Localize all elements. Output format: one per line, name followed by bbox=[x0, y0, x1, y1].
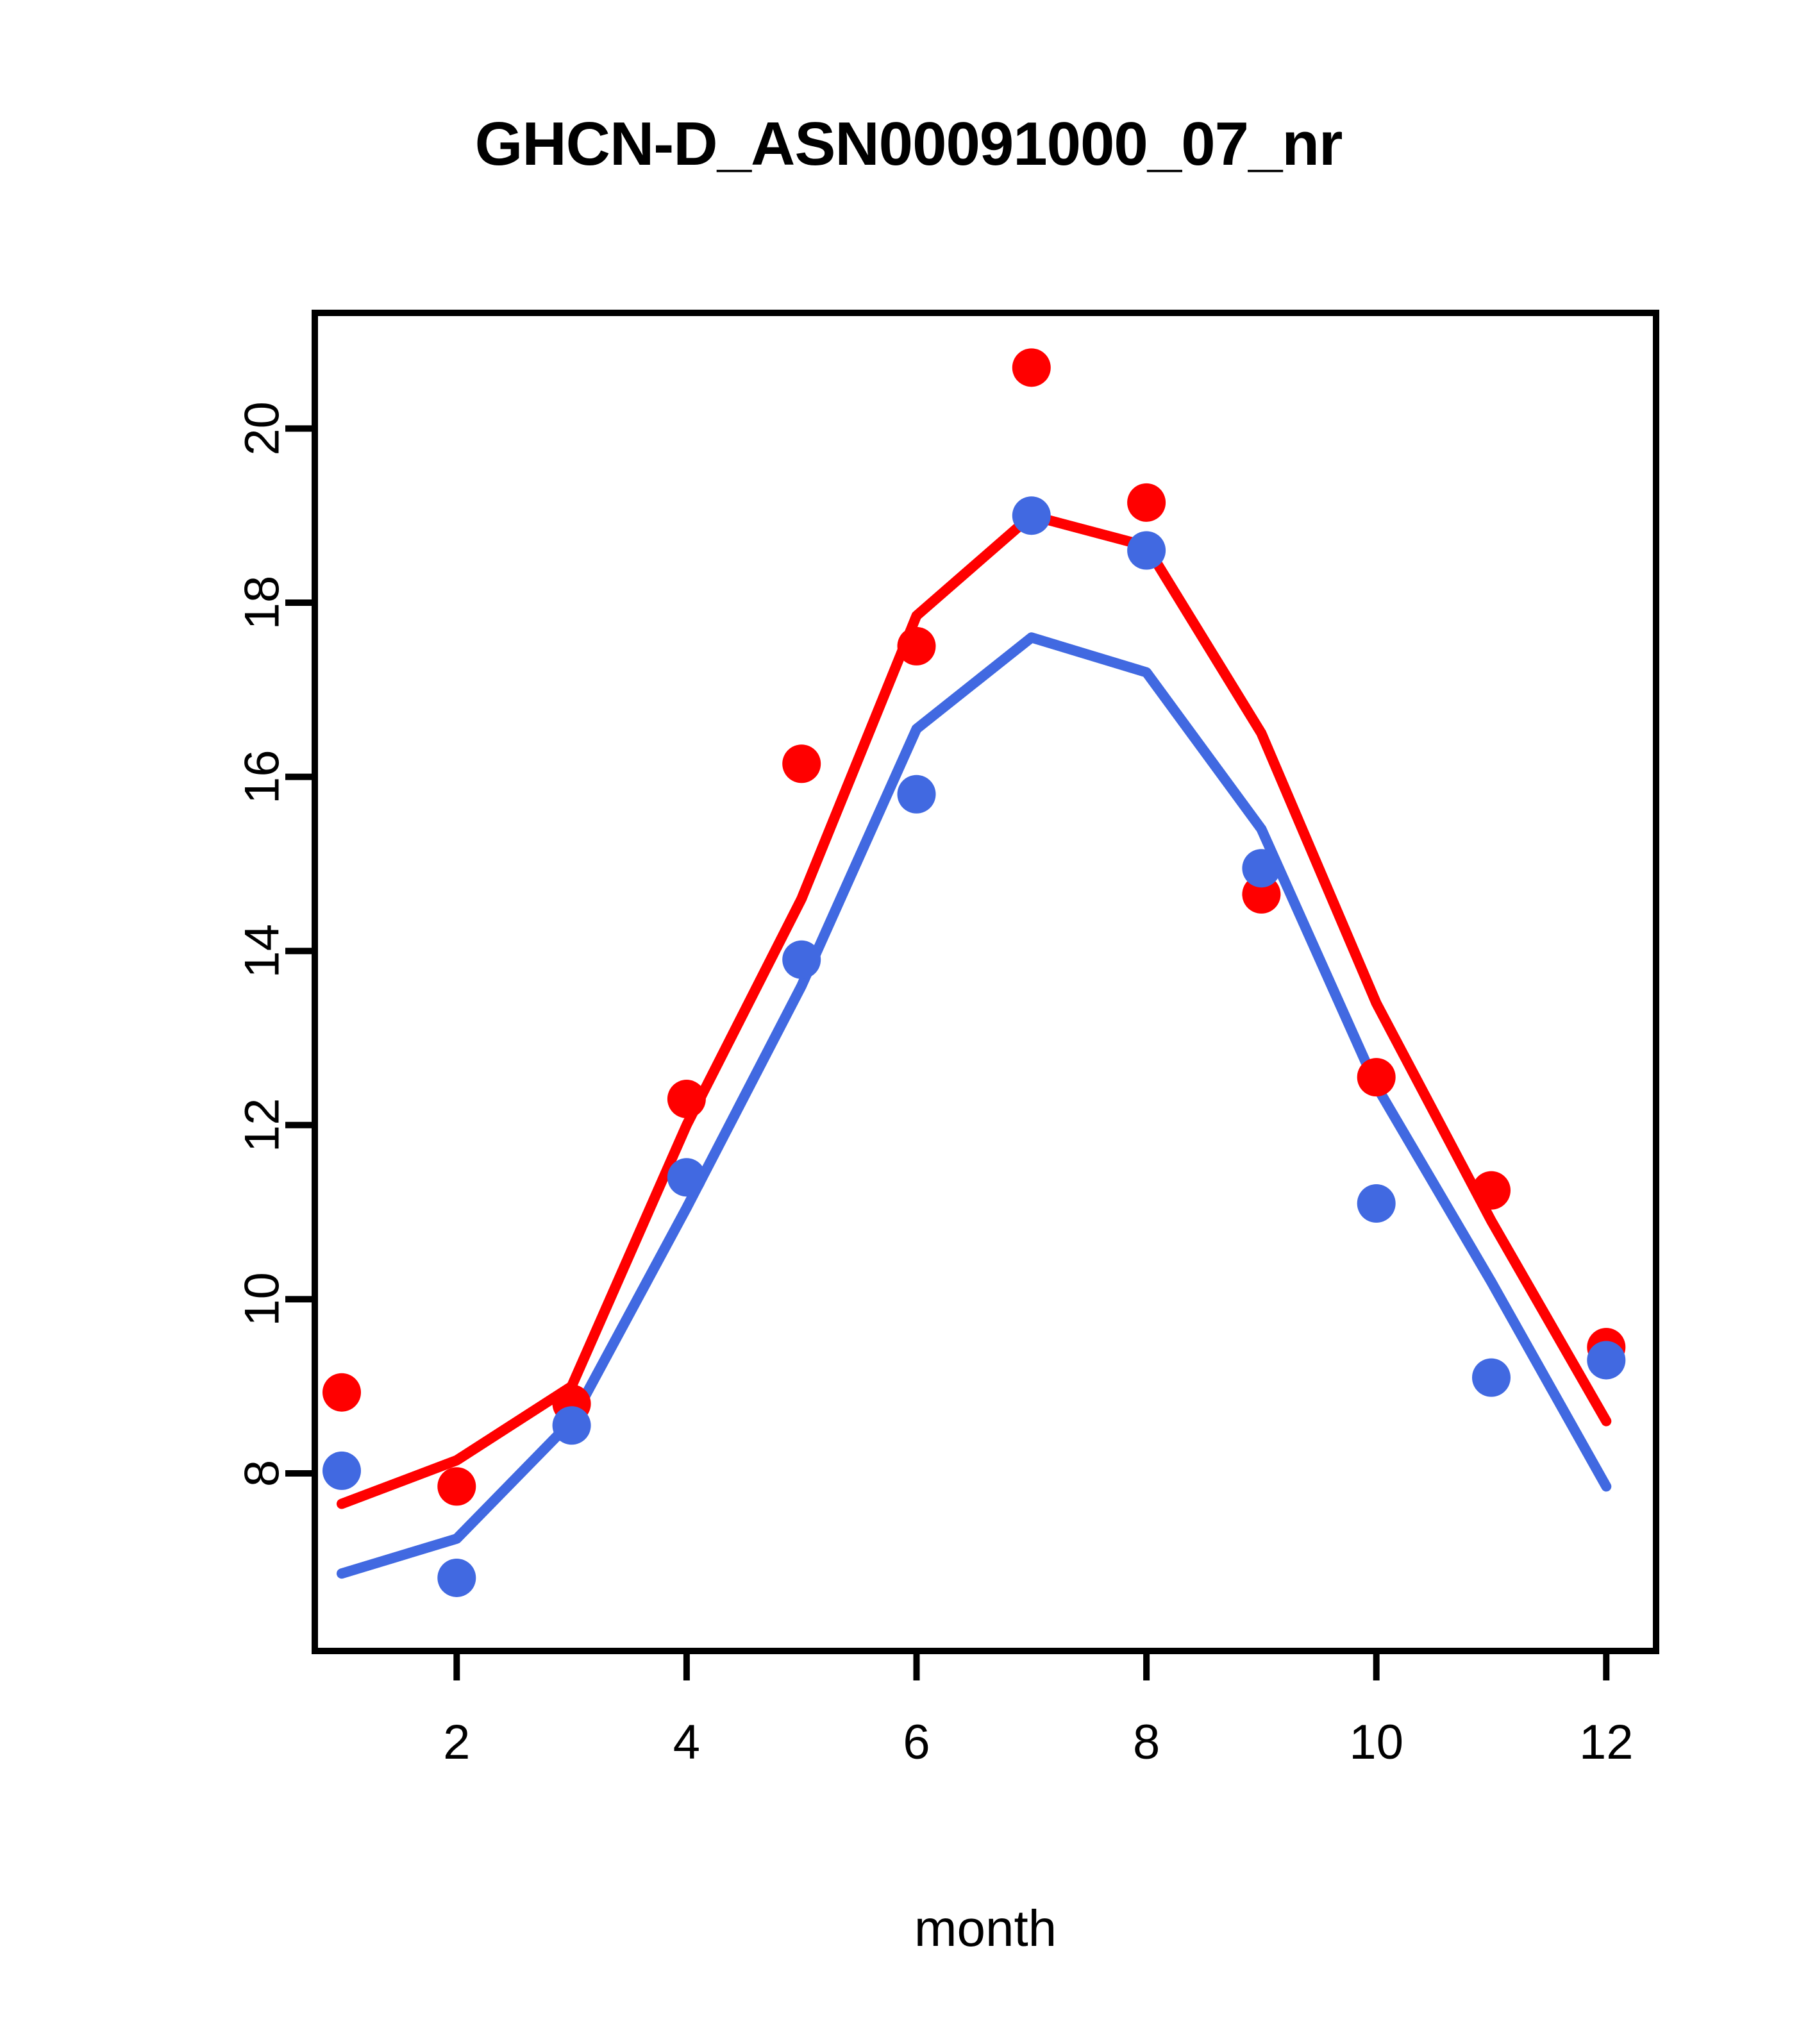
data-point-red-points-4 bbox=[667, 1080, 706, 1119]
y-tick-label-20: 20 bbox=[235, 401, 290, 456]
data-point-red-points-10 bbox=[1357, 1058, 1396, 1097]
data-point-blue-points-7 bbox=[1012, 496, 1051, 535]
data-point-red-points-6 bbox=[897, 626, 936, 666]
y-tick-label-14: 14 bbox=[235, 924, 290, 978]
y-tick-label-10: 10 bbox=[235, 1272, 290, 1327]
data-point-blue-points-5 bbox=[782, 940, 821, 979]
y-axis-tick-labels: 8 10 12 14 16 18 20 bbox=[235, 401, 290, 1487]
series-line-red-line bbox=[337, 510, 1612, 1509]
x-tick-label-12: 12 bbox=[1579, 1715, 1634, 1770]
data-point-red-points-5 bbox=[782, 744, 821, 783]
data-point-blue-points-12 bbox=[1587, 1341, 1626, 1380]
data-point-red-points-11 bbox=[1472, 1171, 1511, 1210]
y-tick-label-18: 18 bbox=[235, 576, 290, 630]
data-point-blue-points-4 bbox=[667, 1158, 706, 1197]
data-point-blue-points-8 bbox=[1127, 531, 1166, 570]
series-line-blue-line bbox=[337, 632, 1612, 1579]
data-point-red-points-7 bbox=[1012, 348, 1051, 387]
data-point-red-points-8 bbox=[1127, 483, 1166, 522]
series-points bbox=[322, 348, 1626, 1597]
plot-frame bbox=[312, 310, 1659, 1654]
series-lines bbox=[337, 510, 1612, 1579]
x-tick-label-4: 4 bbox=[673, 1715, 700, 1770]
page-title: GHCN-D_ASN00091000_07_nr bbox=[474, 110, 1343, 178]
x-tick-label-8: 8 bbox=[1133, 1715, 1160, 1770]
data-point-blue-points-3 bbox=[552, 1406, 591, 1445]
data-point-blue-points-11 bbox=[1472, 1358, 1511, 1397]
y-tick-label-16: 16 bbox=[235, 750, 290, 804]
x-axis-tick-labels: 2 4 6 8 10 12 bbox=[443, 1715, 1633, 1770]
y-tick-label-12: 12 bbox=[235, 1098, 290, 1153]
data-point-red-points-1 bbox=[322, 1373, 361, 1412]
data-point-red-points-2 bbox=[437, 1467, 476, 1506]
y-tick-label-8: 8 bbox=[235, 1460, 290, 1487]
data-point-blue-points-1 bbox=[322, 1451, 361, 1490]
x-tick-label-2: 2 bbox=[443, 1715, 470, 1770]
data-point-blue-points-6 bbox=[897, 775, 936, 814]
y-axis-ticks bbox=[285, 425, 315, 1477]
data-point-blue-points-9 bbox=[1242, 849, 1281, 888]
x-axis-ticks bbox=[453, 1651, 1610, 1680]
x-tick-label-10: 10 bbox=[1349, 1715, 1403, 1770]
x-tick-label-6: 6 bbox=[903, 1715, 930, 1770]
x-axis-title: month bbox=[914, 1900, 1057, 1957]
data-point-blue-points-10 bbox=[1357, 1184, 1396, 1223]
data-point-blue-points-2 bbox=[437, 1558, 476, 1597]
